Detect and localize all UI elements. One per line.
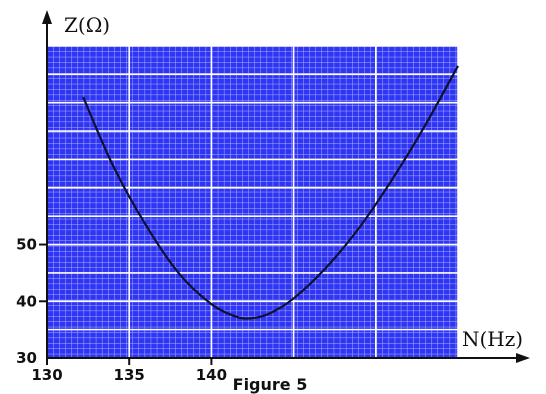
- x-tick-label: 135: [114, 366, 145, 384]
- x-ticks: 130 135 140: [31, 358, 227, 384]
- minor-grid: [47, 46, 458, 358]
- x-tick-label: 140: [196, 366, 227, 384]
- x-tick-label: 130: [31, 366, 62, 384]
- x-axis-arrow-icon: [516, 353, 530, 363]
- y-tick-label: 50: [16, 236, 37, 254]
- y-ticks: 30 40 50: [16, 236, 47, 367]
- y-axis-arrow-icon: [42, 10, 52, 24]
- impedance-curve: [82, 65, 459, 320]
- x-axis-title: N(Hz): [462, 327, 523, 351]
- y-axis-title: Z(Ω): [64, 13, 110, 37]
- y-tick-label: 40: [16, 292, 37, 310]
- major-grid: [47, 45, 459, 358]
- figure-caption: Figure 5: [233, 375, 308, 394]
- y-tick-label: 30: [16, 349, 37, 367]
